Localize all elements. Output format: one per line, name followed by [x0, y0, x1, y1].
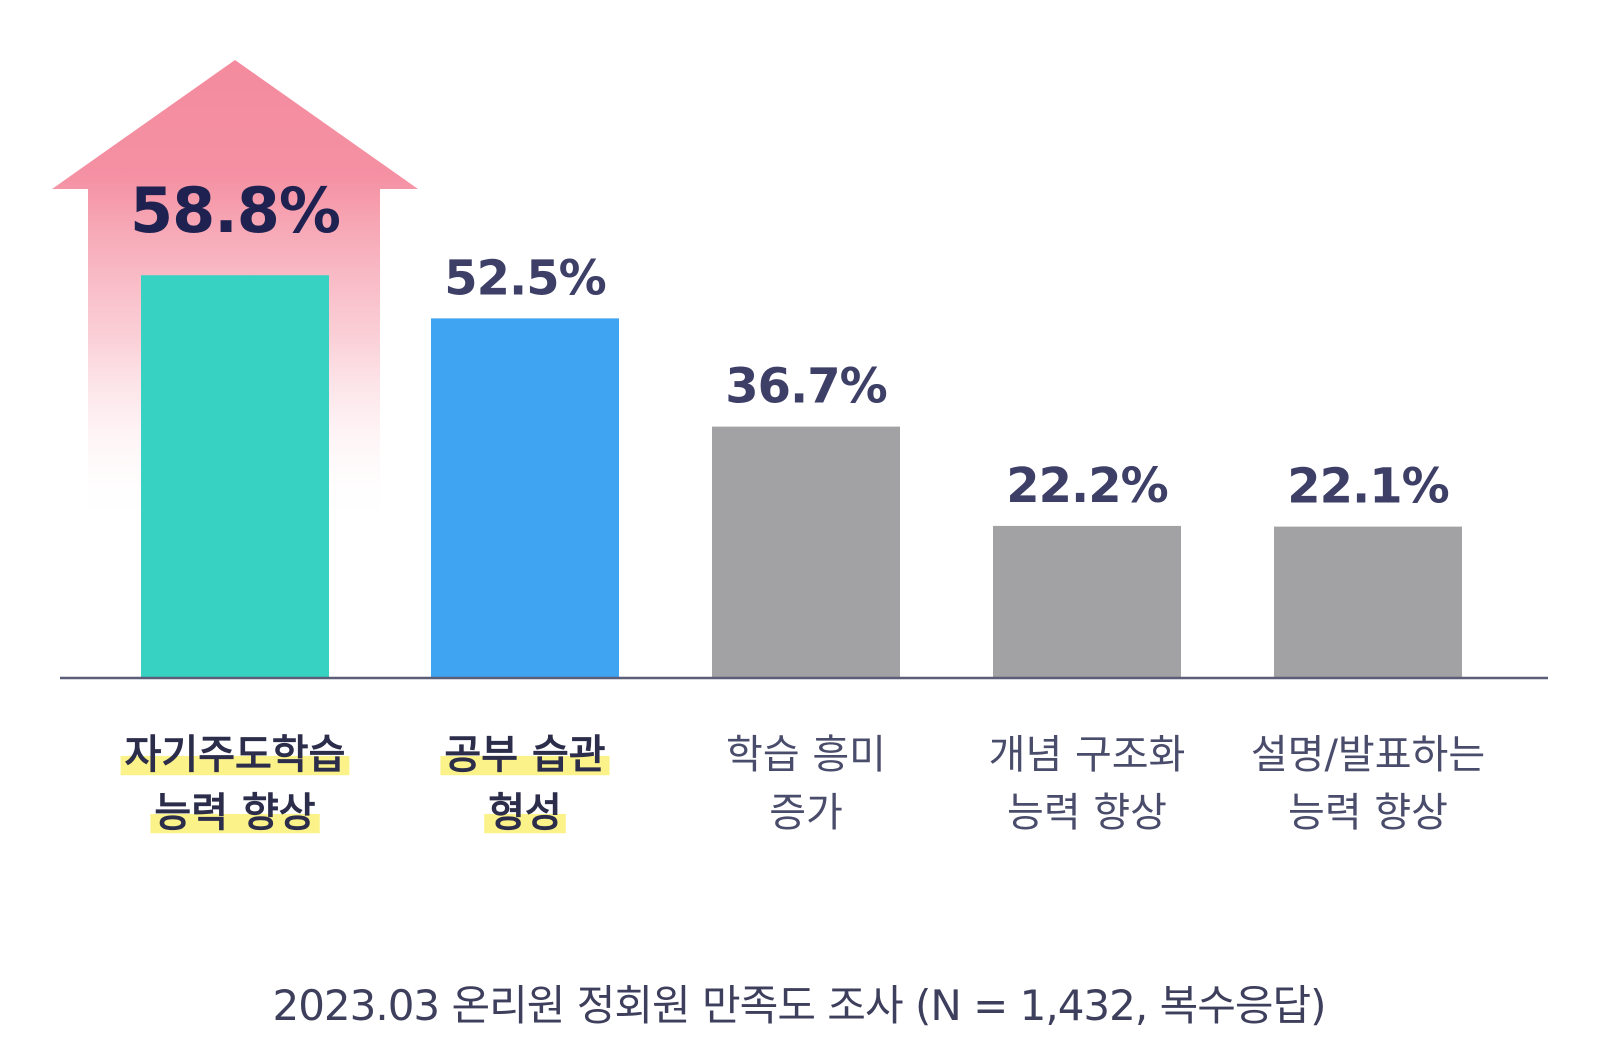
chart-footnote: 2023.03 온리원 정회원 만족도 조사 (N = 1,432, 복수응답) [272, 981, 1325, 1030]
bar-2 [431, 318, 619, 678]
category-label-4-line-1: 개념 구조화 [989, 732, 1186, 778]
category-highlight-1-2 [150, 813, 320, 834]
category-highlight-2-2 [484, 813, 566, 834]
value-label-3: 36.7% [725, 359, 887, 415]
category-label-3-line-2: 증가 [769, 790, 843, 836]
bar-3 [712, 426, 900, 678]
category-label-5-line-2: 능력 향상 [1288, 790, 1448, 836]
category-label-3-line-1: 학습 흥미 [726, 732, 886, 778]
category-highlight-2-1 [440, 755, 610, 776]
category-label-5-line-1: 설명/발표하는 [1251, 732, 1485, 778]
value-label-4: 22.2% [1006, 458, 1168, 514]
bars-layer [141, 275, 1462, 678]
bar-4 [993, 525, 1181, 678]
category-label-2-line-2: 형성 [488, 790, 562, 836]
value-labels: 58.8% 52.5% 36.7% 22.2% 22.1% [130, 174, 1450, 515]
category-label-4-line-2: 능력 향상 [1007, 790, 1167, 836]
value-label-2: 52.5% [444, 250, 606, 306]
value-label-5: 22.1% [1287, 459, 1449, 515]
bar-1 [141, 275, 329, 678]
category-label-1-line-1: 자기주도학습 [125, 732, 346, 778]
category-label-1-line-2: 능력 향상 [154, 790, 315, 836]
bar-5 [1274, 526, 1462, 678]
category-label-2-line-1: 공부 습관 [444, 732, 605, 778]
category-highlight-1-1 [120, 755, 350, 776]
value-label-1: 58.8% [130, 174, 340, 247]
